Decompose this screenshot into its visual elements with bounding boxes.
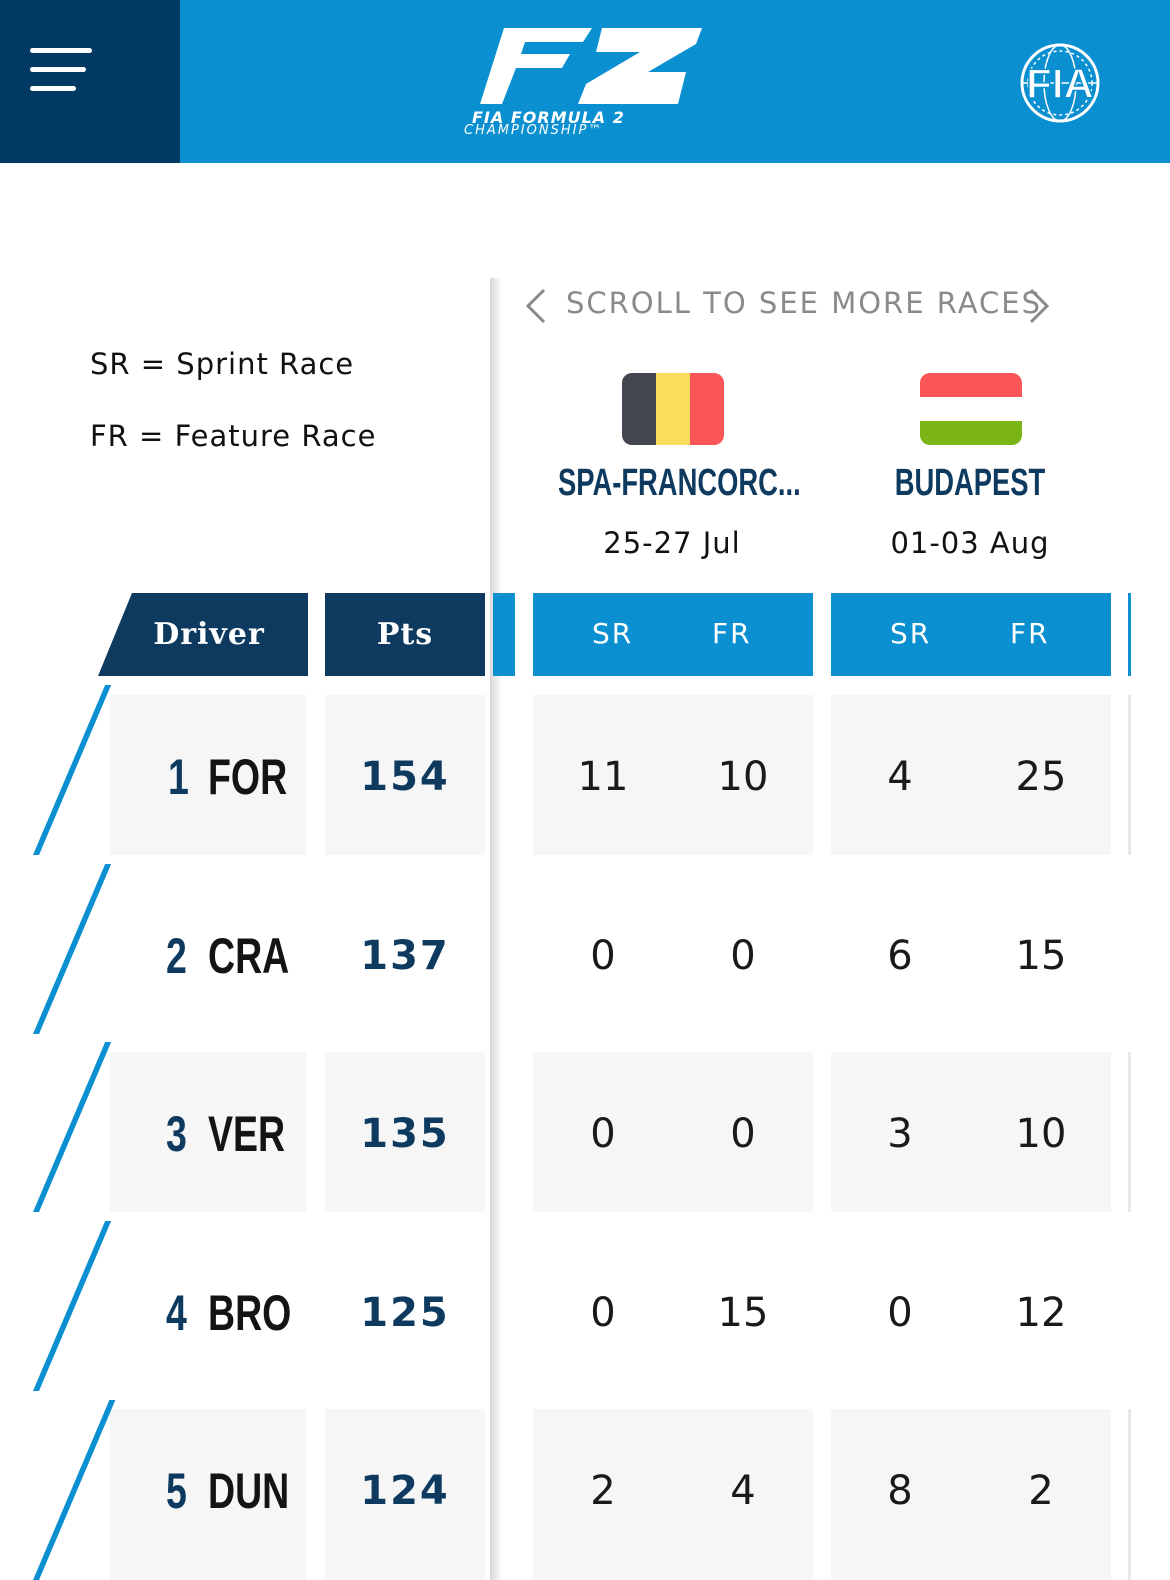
row-slash xyxy=(33,864,112,1034)
driver-code: VER xyxy=(208,1106,286,1162)
column-header-fr: FR xyxy=(1010,617,1050,650)
chevron-left-icon[interactable] xyxy=(524,288,548,324)
pts-cell xyxy=(325,1052,485,1212)
spa-sr-value: 0 xyxy=(590,1290,616,1336)
menu-button[interactable] xyxy=(30,48,92,94)
driver-code: DUN xyxy=(208,1463,290,1519)
budapest-cell xyxy=(831,695,1111,855)
spa-sr-value: 0 xyxy=(590,933,616,979)
spa-fr-value: 4 xyxy=(730,1468,756,1514)
spa-sr-value: 2 xyxy=(590,1468,616,1514)
budapest-sr-value: 0 xyxy=(887,1290,913,1336)
column-header-budapest: SR FR xyxy=(831,593,1111,676)
budapest-fr-value: 15 xyxy=(1015,933,1067,979)
spa-cell xyxy=(533,1409,813,1580)
column-header-sr: SR xyxy=(890,617,932,650)
budapest-fr-value: 12 xyxy=(1015,1290,1067,1336)
f2-logo[interactable]: FIA FORMULA 2 CHAMPIONSHIP™ xyxy=(460,22,705,140)
driver-position: 3 xyxy=(166,1106,187,1162)
f2-logo-mark xyxy=(480,28,702,104)
driver-points: 124 xyxy=(360,1468,450,1514)
spa-sr-value: 11 xyxy=(577,754,629,800)
driver-position: 5 xyxy=(166,1463,187,1519)
next-race-fragment xyxy=(1128,593,1131,676)
legend-feature: FR = Feature Race xyxy=(90,419,377,453)
race-dates: 25-27 Jul xyxy=(603,526,741,560)
budapest-fr-value: 10 xyxy=(1015,1111,1067,1157)
scroll-hint: SCROLL TO SEE MORE RACES xyxy=(522,284,1062,328)
logo-subtitle: CHAMPIONSHIP™ xyxy=(464,123,604,138)
fia-logo-icon[interactable]: FIA xyxy=(1004,42,1116,124)
budapest-sr-value: 6 xyxy=(887,933,913,979)
spa-fr-value: 0 xyxy=(730,933,756,979)
driver-cell xyxy=(110,695,306,855)
spa-sr-value: 0 xyxy=(590,1111,616,1157)
budapest-sr-value: 3 xyxy=(887,1111,913,1157)
driver-header-bg xyxy=(98,593,308,676)
budapest-sr-value: 4 xyxy=(887,754,913,800)
row-slash xyxy=(33,1042,112,1212)
column-header-spa: SR FR xyxy=(533,593,813,676)
belgium-flag-icon xyxy=(622,373,724,445)
frozen-column-shadow xyxy=(490,278,502,1580)
budapest-cell xyxy=(831,1409,1111,1580)
row-slash xyxy=(33,1221,112,1391)
driver-position: 2 xyxy=(166,928,187,984)
driver-cell xyxy=(110,1409,306,1580)
race-dates: 01-03 Aug xyxy=(890,526,1050,560)
legend-sprint: SR = Sprint Race xyxy=(90,347,355,381)
spa-fr-value: 10 xyxy=(717,754,769,800)
column-header-driver[interactable]: Driver xyxy=(153,617,265,652)
row-slash xyxy=(33,1400,116,1580)
budapest-sr-value: 8 xyxy=(887,1468,913,1514)
budapest-fr-value: 25 xyxy=(1015,754,1067,800)
driver-points: 137 xyxy=(360,933,450,979)
driver-points: 135 xyxy=(360,1111,450,1157)
row-slash xyxy=(33,685,112,855)
hungary-flag-icon xyxy=(920,373,1022,445)
pts-cell xyxy=(325,1409,485,1580)
header-slant xyxy=(100,0,180,163)
app-header: FIA FORMULA 2 CHAMPIONSHIP™ FIA xyxy=(0,0,1170,163)
driver-position: 1 xyxy=(168,749,189,805)
spa-fr-value: 0 xyxy=(730,1111,756,1157)
driver-code: CRA xyxy=(208,928,290,984)
chevron-right-icon[interactable] xyxy=(1027,288,1051,324)
spa-cell xyxy=(533,695,813,855)
driver-code: BRO xyxy=(208,1285,292,1341)
column-header-pts[interactable]: Pts xyxy=(325,593,485,676)
menu-icon-bar xyxy=(30,86,76,91)
driver-code: FOR xyxy=(208,749,288,805)
spa-cell xyxy=(533,1052,813,1212)
next-race-fragment xyxy=(1128,1052,1131,1212)
budapest-fr-value: 2 xyxy=(1028,1468,1054,1514)
menu-icon-bar xyxy=(30,67,86,72)
column-header-sr: SR xyxy=(592,617,634,650)
budapest-cell xyxy=(831,1052,1111,1212)
scroll-column-fragment xyxy=(493,593,515,676)
race-name: BUDAPEST xyxy=(894,462,1046,504)
driver-cell xyxy=(110,1052,306,1212)
next-race-fragment xyxy=(1128,1409,1131,1580)
fia-logo-text: FIA xyxy=(1026,60,1094,107)
pts-cell xyxy=(325,695,485,855)
spa-fr-value: 15 xyxy=(717,1290,769,1336)
menu-icon-bar xyxy=(30,48,92,53)
scroll-hint-text: SCROLL TO SEE MORE RACES xyxy=(566,286,1043,320)
column-header-fr: FR xyxy=(712,617,752,650)
driver-points: 125 xyxy=(360,1290,450,1336)
race-name: SPA-FRANCORC... xyxy=(558,462,801,504)
driver-position: 4 xyxy=(166,1285,187,1341)
logo-title: FIA FORMULA 2 xyxy=(472,108,625,127)
driver-points: 154 xyxy=(360,754,450,800)
next-race-fragment xyxy=(1128,695,1131,855)
